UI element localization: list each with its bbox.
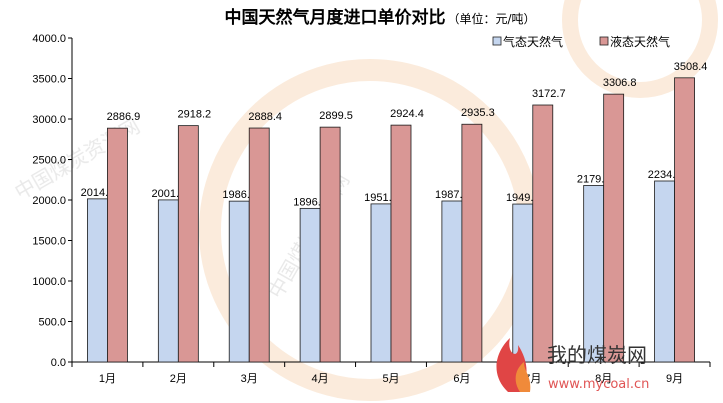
bar-gas	[441, 200, 463, 363]
chart-title-group: 中国天然气月度进口单价对比 （单位：元/吨）	[224, 7, 535, 28]
x-tick-label: 4月	[312, 373, 329, 385]
y-tick-label: 2000.0	[32, 195, 66, 207]
data-label-gas: 2001.1	[152, 188, 186, 200]
site-url: www.mycoal.cn	[548, 377, 649, 392]
bar-lng	[107, 127, 128, 363]
y-tick-label: 2500.0	[32, 155, 66, 167]
bar-lng	[603, 93, 625, 363]
bar-gas	[87, 198, 108, 363]
data-label-gas: 1896.7	[293, 196, 327, 208]
chart-subtitle: （单位：元/吨）	[447, 11, 535, 26]
data-label-lng: 2888.4	[248, 111, 282, 123]
data-label-lng: 2899.5	[319, 110, 353, 122]
y-tick-label: 0.0	[51, 357, 66, 369]
watermark-ring-small	[562, 0, 718, 98]
data-label-gas: 2014.1	[81, 187, 115, 199]
data-label-gas: 2234.6	[648, 169, 682, 181]
site-logo: 我的煤炭网 www.mycoal.cn	[496, 338, 649, 392]
data-label-lng: 3306.8	[603, 77, 637, 89]
x-tick-label: 3月	[241, 373, 258, 385]
y-tick-label: 1000.0	[32, 276, 66, 288]
plot-area: 0.0 500.0 1000.0 1500.0 2000.0 2500.0 3000.0 35…	[32, 33, 711, 385]
bar-gas	[157, 199, 179, 363]
bar-gas	[512, 203, 534, 363]
data-label-lng: 2918.2	[178, 109, 212, 121]
bar-lng	[461, 123, 483, 363]
data-label-gas: 1951.9	[364, 192, 398, 204]
y-tick-label: 500.0	[38, 317, 66, 329]
bar-gas	[370, 203, 392, 363]
legend-swatch-gas	[492, 36, 502, 46]
y-tick-label: 4000.0	[32, 33, 66, 45]
legend-label-gas: 气态天然气	[503, 34, 563, 49]
bar-lng	[390, 124, 412, 363]
x-tick-label: 6月	[453, 373, 470, 385]
x-tick-label: 2月	[170, 373, 187, 385]
data-label-gas: 1986.0	[222, 189, 256, 201]
legend-swatch-lng	[599, 36, 609, 46]
data-label-lng: 2924.4	[390, 108, 424, 120]
data-label-gas: 1949.9	[506, 192, 540, 204]
flame-inner-icon	[515, 362, 531, 392]
data-label-lng: 3172.7	[532, 88, 566, 100]
data-label-lng: 2935.3	[461, 107, 495, 119]
bar-gas	[299, 207, 321, 363]
bar-gas	[654, 180, 675, 363]
site-name: 我的煤炭网	[547, 343, 647, 367]
x-tick-label: 1月	[99, 373, 116, 385]
x-tick-label: 5月	[382, 373, 399, 385]
data-label-gas: 2179.4	[577, 173, 611, 185]
legend-label-lng: 液态天然气	[610, 34, 670, 49]
bar-lng	[674, 77, 695, 363]
bar-lng	[248, 127, 270, 363]
bar-lng	[177, 125, 199, 363]
legend: 气态天然气 液态天然气	[492, 34, 670, 49]
bar-lng	[532, 104, 554, 363]
data-label-lng: 3508.4	[674, 61, 708, 73]
data-label-gas: 1987.7	[435, 189, 469, 201]
y-tick-label: 1500.0	[32, 236, 66, 248]
data-label-lng: 2886.9	[107, 111, 141, 123]
bar-gas	[583, 185, 605, 363]
bar-gas	[228, 200, 250, 363]
y-tick-label: 3500.0	[32, 74, 66, 86]
bar-lng	[319, 126, 341, 363]
chart-title: 中国天然气月度进口单价对比	[224, 7, 445, 28]
x-tick-label: 9月	[666, 373, 683, 385]
x-tick-label: 8月	[595, 373, 612, 385]
y-tick-label: 3000.0	[32, 114, 66, 126]
